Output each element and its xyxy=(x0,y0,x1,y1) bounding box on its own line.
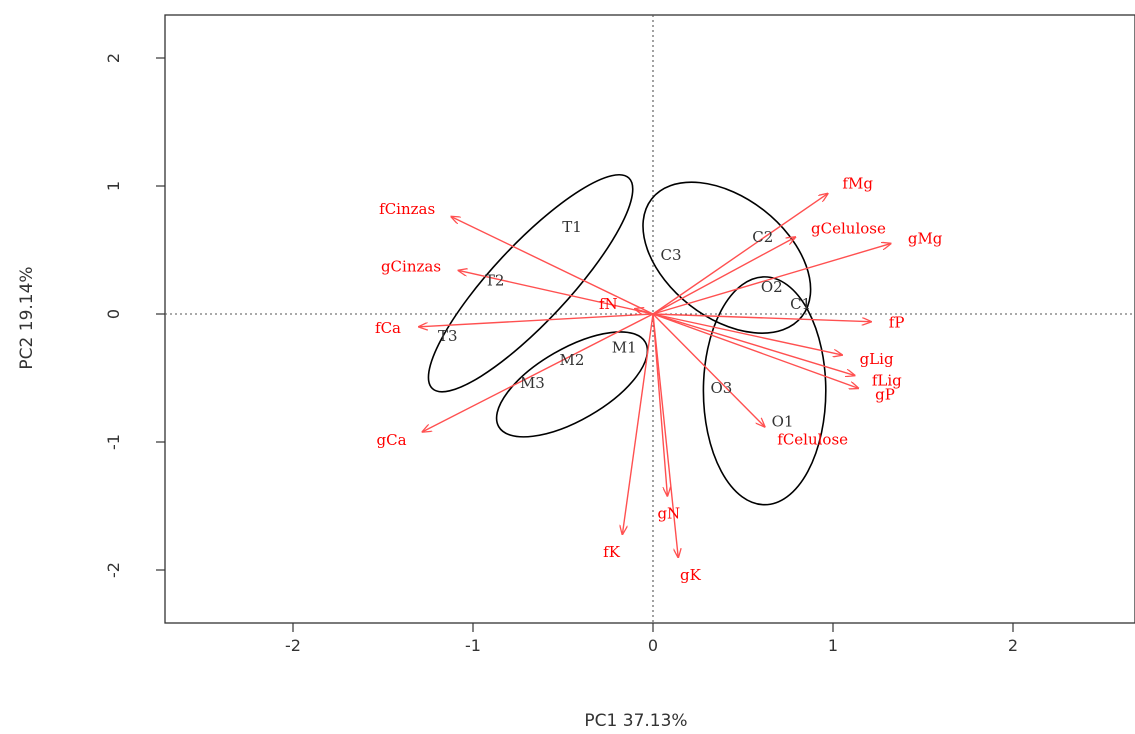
loading-label-flig: fLig xyxy=(872,372,902,390)
loading-label-gmg: gMg xyxy=(908,229,943,247)
observation-label-m2: M2 xyxy=(560,351,585,369)
y-tick-label: -2 xyxy=(104,562,123,578)
loading-arrow-gmg xyxy=(652,244,891,315)
loading-label-fp: fP xyxy=(889,313,905,331)
y-tick-label: -1 xyxy=(104,434,123,450)
observation-label-c3: C3 xyxy=(660,246,681,264)
x-tick-label: -2 xyxy=(285,636,301,655)
loading-arrow-fk xyxy=(622,313,654,534)
group-ellipse-c xyxy=(642,181,812,334)
y-axis-title: PC2 19.14% xyxy=(17,266,37,369)
observation-label-c1: C1 xyxy=(790,295,811,313)
group-ellipse-t xyxy=(427,173,634,393)
loading-label-gca: gCa xyxy=(377,431,407,449)
loading-label-glig: gLig xyxy=(860,350,894,368)
x-tick-label: 1 xyxy=(828,636,838,655)
observation-label-o3: O3 xyxy=(710,379,732,397)
observation-label-t1: T1 xyxy=(562,218,582,236)
plot-area: -2 -1 0 1 2-2-1012fMggCelulosegMgfPgLigfLigg… xyxy=(104,14,1135,655)
observation-label-t3: T3 xyxy=(438,327,458,345)
group-ellipse-m xyxy=(495,331,649,438)
plot-frame xyxy=(164,14,1135,624)
loading-arrow-fp xyxy=(652,313,871,322)
loading-label-fca: fCa xyxy=(375,319,401,337)
x-axis-title: PC1 37.13% xyxy=(584,711,687,731)
loading-arrow-gcelulose xyxy=(652,237,795,315)
observation-label-o2: O2 xyxy=(761,278,783,296)
loading-arrow-flig xyxy=(652,313,855,375)
loading-arrow-fcinzas xyxy=(451,217,654,315)
loading-label-fk: fK xyxy=(603,543,621,561)
y-tick-label: 0 xyxy=(104,309,123,319)
x-tick-label: -1 xyxy=(465,636,481,655)
loading-label-fn: fN xyxy=(599,295,618,313)
observation-label-m3: M3 xyxy=(520,374,545,392)
loading-label-fcelulose: fCelulose xyxy=(777,430,848,448)
loading-label-gk: gK xyxy=(680,566,702,584)
loading-arrow-gn xyxy=(652,313,667,496)
observation-label-t2: T2 xyxy=(485,272,505,290)
y-tick-label: 2 xyxy=(104,53,123,63)
loading-label-gp: gP xyxy=(875,385,895,403)
loading-arrow-gcinzas xyxy=(459,270,654,315)
loading-arrow-fca xyxy=(419,313,654,327)
loading-arrow-fcelulose xyxy=(652,313,765,427)
loading-arrow-gca xyxy=(423,313,654,432)
loading-label-fmg: fMg xyxy=(842,174,873,192)
loading-arrow-gk xyxy=(652,313,678,557)
loading-arrow-fmg xyxy=(652,194,828,315)
loading-label-gcelulose: gCelulose xyxy=(811,220,886,238)
x-tick-label: 2 xyxy=(1008,636,1018,655)
loading-label-gcinzas: gCinzas xyxy=(381,258,441,276)
group-ellipse-o xyxy=(702,276,827,506)
x-tick-label: 0 xyxy=(648,636,658,655)
loading-label-gn: gN xyxy=(657,505,680,523)
y-tick-label: 1 xyxy=(104,181,123,191)
observation-label-m1: M1 xyxy=(612,338,637,356)
loading-arrow-gp xyxy=(652,313,858,388)
observation-label-o1: O1 xyxy=(772,413,794,431)
observation-label-c2: C2 xyxy=(752,228,773,246)
loading-label-fcinzas: fCinzas xyxy=(379,200,435,218)
loading-arrow-glig xyxy=(652,313,842,355)
